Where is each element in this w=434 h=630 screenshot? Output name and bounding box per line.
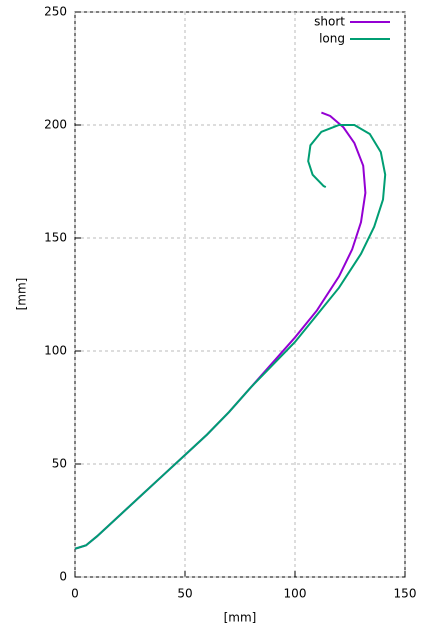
y-tick-label: 150: [44, 231, 67, 245]
x-tick-label: 100: [284, 587, 307, 601]
x-tick-label: 150: [394, 587, 417, 601]
plot-frame: [74, 11, 406, 578]
y-axis-label: [mm]: [15, 278, 29, 311]
y-tick-label: 100: [44, 344, 67, 358]
y-tick-label: 250: [44, 5, 67, 19]
data-line: [74, 124, 387, 550]
y-tick-label: 200: [44, 118, 67, 132]
y-tick-label: 0: [59, 570, 67, 584]
x-axis-label: [mm]: [224, 611, 257, 625]
x-tick-label: 50: [177, 587, 192, 601]
legend-label: short: [314, 15, 345, 29]
x-tick-label: 0: [71, 587, 79, 601]
data-line: [74, 111, 367, 550]
y-tick-label: 50: [52, 457, 67, 471]
legend-label: long: [319, 32, 345, 46]
